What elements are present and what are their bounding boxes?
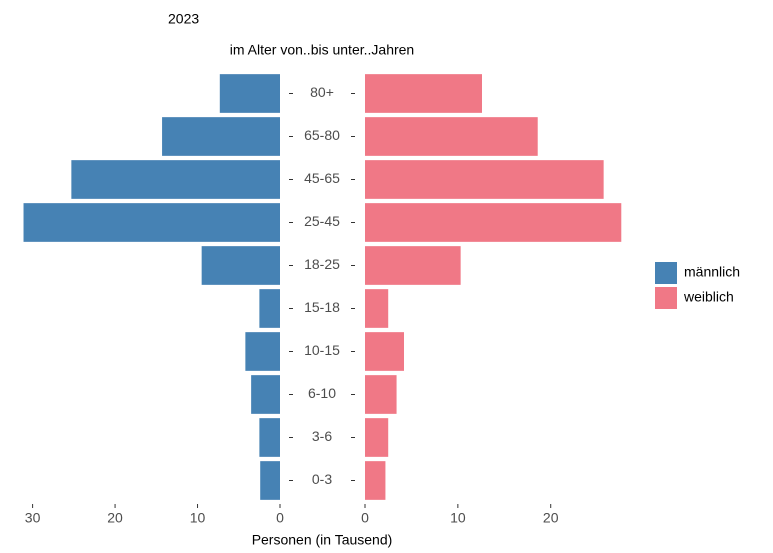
y-tick-label: 25-45 bbox=[304, 213, 340, 229]
bar bbox=[71, 160, 281, 199]
y-tick-label: 18-25 bbox=[304, 256, 340, 272]
y-tick-label: 3-6 bbox=[312, 428, 332, 444]
bar bbox=[162, 117, 280, 156]
x-tick-label: 10 bbox=[190, 510, 206, 526]
y-tick-label: 80+ bbox=[310, 84, 334, 100]
y-tick-label: 6-10 bbox=[308, 385, 336, 401]
y-tick-label: 15-18 bbox=[304, 299, 340, 315]
bar bbox=[365, 461, 386, 500]
bar bbox=[365, 418, 389, 457]
bar bbox=[365, 332, 404, 371]
bar bbox=[251, 375, 280, 414]
legend-swatch bbox=[655, 287, 677, 309]
x-tick-label: 20 bbox=[543, 510, 559, 526]
bar bbox=[23, 203, 280, 242]
bar bbox=[365, 246, 461, 285]
bar bbox=[365, 74, 482, 113]
y-tick-label: 45-65 bbox=[304, 170, 340, 186]
chart-title: 2023 bbox=[168, 11, 199, 27]
bar bbox=[219, 74, 280, 113]
x-tick-label: 0 bbox=[361, 510, 369, 526]
x-axis-label: Personen (in Tausend) bbox=[252, 532, 393, 548]
x-tick-label: 20 bbox=[107, 510, 123, 526]
y-tick-label: 65-80 bbox=[304, 127, 340, 143]
bar bbox=[365, 375, 397, 414]
bar bbox=[365, 117, 538, 156]
x-tick-label: 30 bbox=[25, 510, 41, 526]
bar bbox=[365, 203, 622, 242]
bar bbox=[245, 332, 280, 371]
bar bbox=[201, 246, 280, 285]
x-tick-label: 10 bbox=[450, 510, 466, 526]
bar bbox=[365, 160, 604, 199]
bar bbox=[259, 418, 280, 457]
legend-swatch bbox=[655, 262, 677, 284]
chart-subtitle: im Alter von..bis unter..Jahren bbox=[230, 42, 414, 58]
bar bbox=[259, 289, 280, 328]
y-tick-label: 10-15 bbox=[304, 342, 340, 358]
bar bbox=[260, 461, 280, 500]
bar bbox=[365, 289, 389, 328]
y-tick-label: 0-3 bbox=[312, 471, 332, 487]
legend-label: männlich bbox=[684, 264, 740, 280]
x-tick-label: 0 bbox=[276, 510, 284, 526]
legend-label: weiblich bbox=[683, 289, 734, 305]
